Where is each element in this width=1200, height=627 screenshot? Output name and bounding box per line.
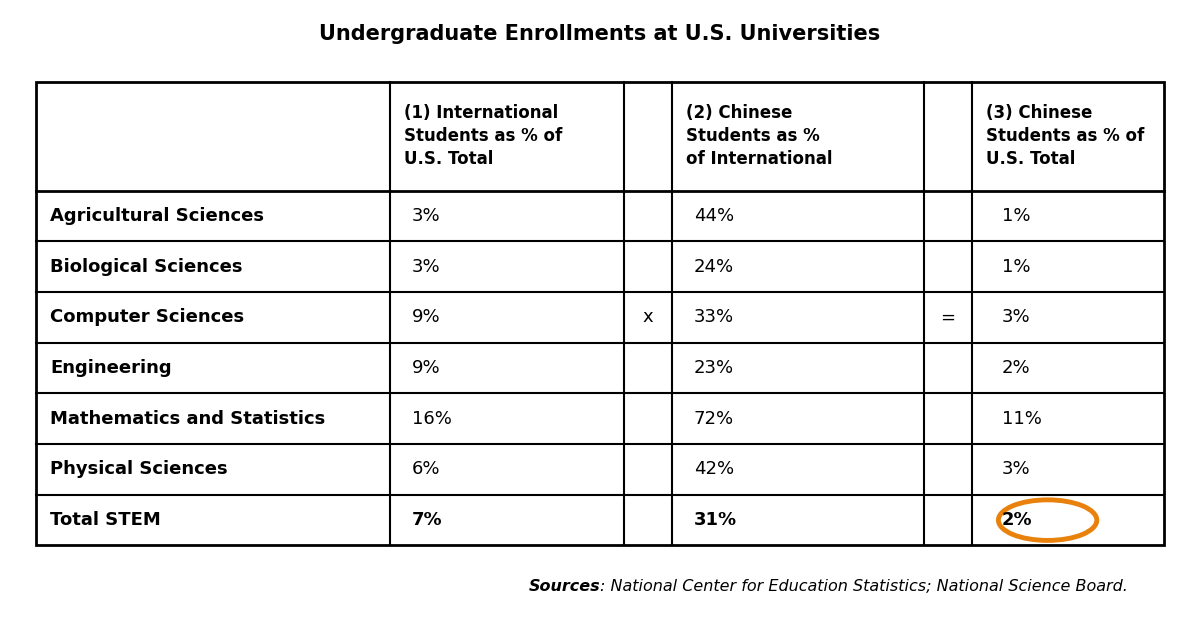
Text: Undergraduate Enrollments at U.S. Universities: Undergraduate Enrollments at U.S. Univer…	[319, 24, 881, 45]
Text: 1%: 1%	[1002, 207, 1031, 225]
Text: : National Center for Education Statistics; National Science Board.: : National Center for Education Statisti…	[600, 579, 1128, 594]
Text: 11%: 11%	[1002, 409, 1042, 428]
Text: 3%: 3%	[1002, 460, 1031, 478]
Text: Engineering: Engineering	[50, 359, 172, 377]
Text: 2%: 2%	[1002, 359, 1031, 377]
Text: Agricultural Sciences: Agricultural Sciences	[50, 207, 264, 225]
Text: Biological Sciences: Biological Sciences	[50, 258, 242, 276]
Text: Physical Sciences: Physical Sciences	[50, 460, 228, 478]
Text: x: x	[643, 308, 653, 326]
Text: 9%: 9%	[412, 308, 440, 326]
Text: 33%: 33%	[694, 308, 733, 326]
Text: 1%: 1%	[1002, 258, 1031, 276]
Text: 42%: 42%	[694, 460, 733, 478]
Text: 72%: 72%	[694, 409, 733, 428]
Text: 44%: 44%	[694, 207, 733, 225]
Text: 7%: 7%	[412, 511, 443, 529]
Text: Sources: Sources	[528, 579, 600, 594]
Text: =: =	[941, 308, 955, 326]
Text: 3%: 3%	[412, 258, 440, 276]
Text: Computer Sciences: Computer Sciences	[50, 308, 245, 326]
Text: (2) Chinese
Students as %
of International: (2) Chinese Students as % of Internation…	[686, 104, 833, 168]
Text: 31%: 31%	[694, 511, 737, 529]
Text: 9%: 9%	[412, 359, 440, 377]
Text: (1) International
Students as % of
U.S. Total: (1) International Students as % of U.S. …	[404, 104, 563, 168]
Text: 2%: 2%	[1002, 511, 1033, 529]
Text: 24%: 24%	[694, 258, 733, 276]
Text: (3) Chinese
Students as % of
U.S. Total: (3) Chinese Students as % of U.S. Total	[986, 104, 1145, 168]
Text: 23%: 23%	[694, 359, 733, 377]
Text: Total STEM: Total STEM	[50, 511, 161, 529]
Text: Mathematics and Statistics: Mathematics and Statistics	[50, 409, 325, 428]
Text: 3%: 3%	[412, 207, 440, 225]
Text: 3%: 3%	[1002, 308, 1031, 326]
Text: 16%: 16%	[412, 409, 451, 428]
Text: 6%: 6%	[412, 460, 440, 478]
